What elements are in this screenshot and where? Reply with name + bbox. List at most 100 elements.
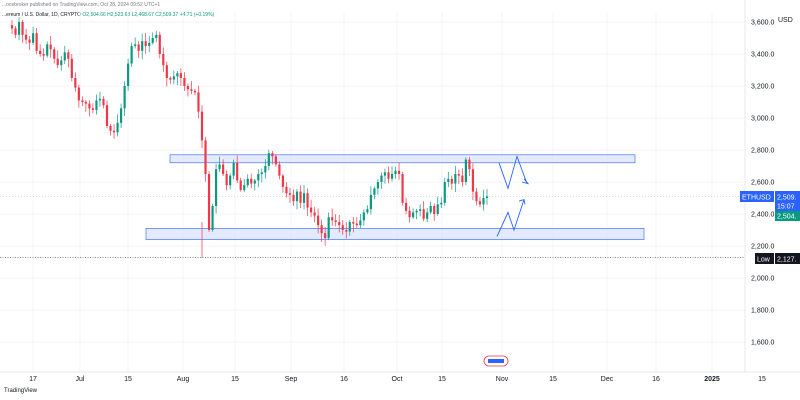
candle-body [239, 180, 242, 190]
candle [383, 168, 387, 184]
candle-body [475, 191, 478, 202]
price-tick-label: 3,600.0 [751, 20, 774, 27]
candle-body [313, 212, 316, 216]
candle [151, 32, 154, 45]
candle-body [243, 185, 246, 190]
candle-body [186, 86, 190, 90]
candle-body [193, 90, 197, 93]
support-zone [145, 228, 645, 240]
candle-body [468, 159, 471, 170]
candle-body [320, 225, 323, 234]
candle-body [172, 76, 175, 80]
candle-body [288, 193, 292, 195]
candle-body [21, 22, 24, 35]
candle-body [98, 98, 102, 101]
candle [162, 47, 165, 73]
candle-body [162, 54, 165, 66]
candle-body [426, 212, 429, 219]
candle [352, 217, 355, 233]
candle-body [169, 78, 172, 80]
price-tick-label: 2,600.0 [751, 180, 774, 187]
candle-body [130, 46, 133, 64]
time-tick-label: 15 [758, 376, 766, 383]
candle [243, 179, 246, 193]
candle [49, 36, 52, 58]
candle-body [236, 162, 239, 181]
candle-body [144, 41, 147, 46]
candle [28, 35, 31, 51]
symbol-tag: ETHUSD [740, 191, 774, 202]
price-axis[interactable]: USD 3,600.0 3,400.0 3,200.0 3,000.0 2,800.0 2,… [744, 0, 793, 372]
price-tick-label: 2,400.0 [751, 212, 774, 219]
candle-body [127, 63, 130, 86]
candle [32, 26, 35, 45]
candle [313, 207, 316, 223]
candle [232, 159, 235, 180]
time-axis[interactable]: 17 Jul 15 Aug 15 Sep 16 Oct 15 Nov 15 Dec 16 2025 15 [0, 371, 800, 383]
candle-body [200, 111, 204, 141]
candle [359, 213, 362, 229]
candle-body [24, 34, 28, 40]
candle-body [338, 222, 341, 226]
candle [306, 188, 309, 217]
currency-label: USD [778, 17, 793, 24]
candle-body [253, 180, 256, 184]
candle [24, 28, 28, 45]
candle [426, 207, 429, 223]
candle-body [401, 174, 404, 203]
time-tick-label: 16 [340, 376, 348, 383]
candle [56, 50, 59, 69]
candle-body [404, 202, 408, 211]
candle-body [436, 204, 439, 214]
candle [95, 94, 98, 115]
candle [42, 48, 45, 61]
candle [397, 162, 401, 180]
candle [246, 174, 249, 188]
candle [225, 170, 228, 191]
price-tick-label: 2,200.0 [751, 244, 774, 251]
candle [295, 189, 299, 210]
candle [288, 187, 292, 203]
candle-body [334, 220, 337, 222]
flag-icon-stripe [488, 359, 504, 363]
candle [63, 45, 66, 65]
candle-body [119, 108, 123, 123]
candle-body [471, 169, 475, 192]
candle-body [183, 78, 186, 86]
candle [436, 196, 439, 216]
candle-body [74, 78, 77, 88]
candle-body [267, 153, 270, 166]
candle [464, 157, 467, 186]
candle-body [292, 194, 295, 202]
price-tick-label: 1,800.0 [751, 308, 774, 315]
candle-body [218, 164, 221, 170]
low-label-tag: Low [755, 253, 774, 264]
candle [429, 201, 432, 215]
candle-body [42, 54, 45, 56]
time-tick-label: Dec [601, 376, 614, 383]
publisher-text: ...ocebroker published on TradingView.co… [2, 2, 161, 8]
last-price-tag: 2,509. [775, 191, 800, 202]
candle [141, 33, 144, 60]
time-tick-label: Aug [177, 376, 190, 383]
candle-body [278, 164, 281, 176]
candle [334, 214, 337, 227]
candle [401, 171, 404, 206]
candle [148, 35, 151, 53]
candle [14, 25, 17, 39]
tradingview-brand[interactable]: TradingView [4, 388, 38, 394]
candle [324, 227, 327, 246]
chart-header: ...ocebroker published on TradingView.co… [2, 2, 214, 18]
candle [433, 203, 436, 221]
candle [186, 83, 190, 97]
candle [250, 173, 253, 189]
time-tick-label: Jul [76, 376, 85, 383]
candle [345, 222, 348, 239]
candle-body [53, 49, 56, 59]
candle [299, 185, 302, 208]
candle-body [229, 175, 232, 186]
candle [77, 84, 80, 108]
candle-body [433, 206, 436, 214]
candle-body [299, 191, 302, 203]
